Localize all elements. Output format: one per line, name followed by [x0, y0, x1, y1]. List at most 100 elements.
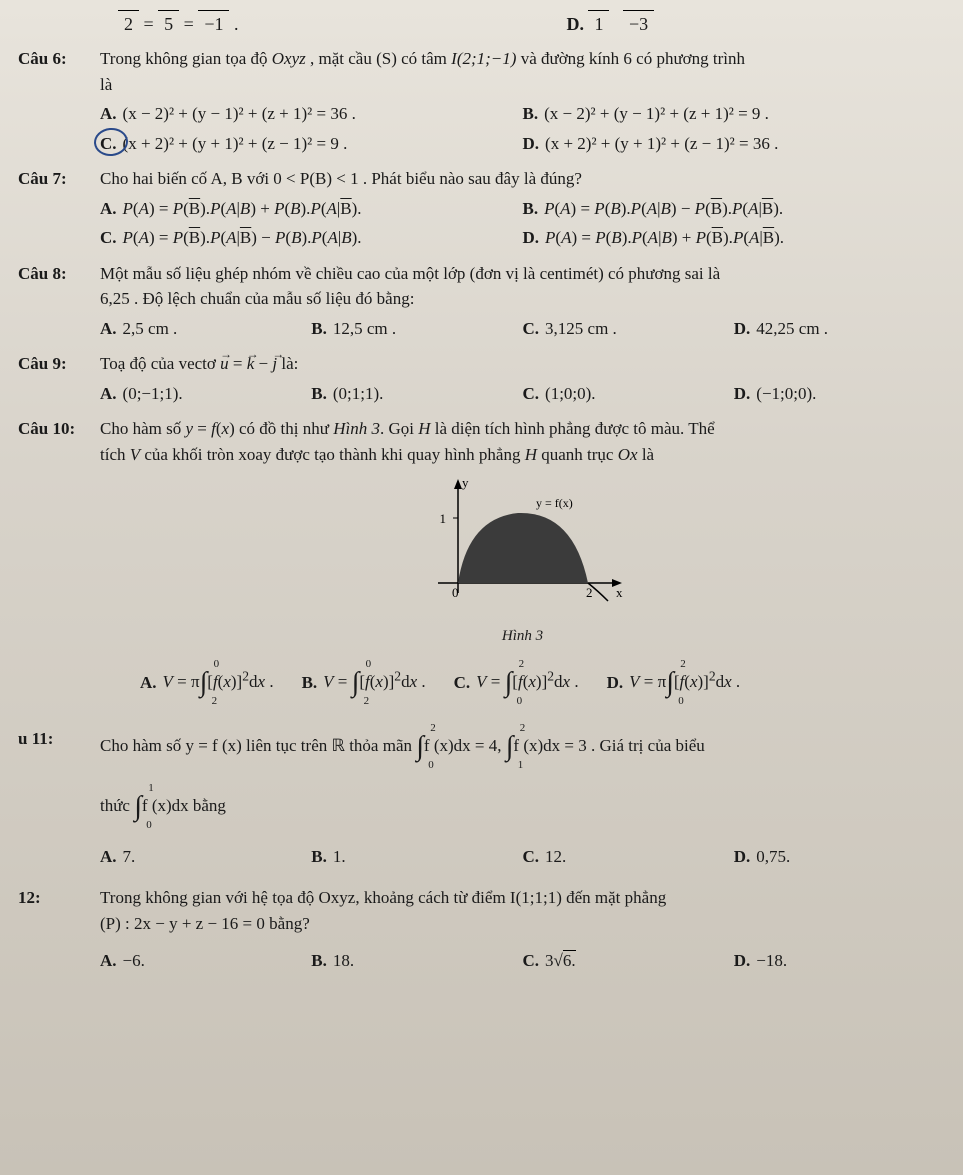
text: f (x)dx = 3: [513, 735, 586, 754]
question-number: u 11:: [18, 726, 100, 874]
option-a: A.−6.: [100, 948, 311, 974]
option-c: C.(1;0;0).: [523, 381, 734, 407]
option-b: B.12,5 cm .: [311, 316, 522, 342]
question-9: Câu 9: Toạ độ của vectơ →u = →k − →j là:…: [18, 351, 945, 410]
x-axis-label: x: [616, 585, 623, 600]
option-text: P(A) = P(B).P(A|B) + P(B).P(A|B).: [545, 225, 784, 251]
question-6: Câu 6: Trong không gian tọa độ Oxyz , mặ…: [18, 46, 945, 160]
question-body: Toạ độ của vectơ →u = →k − →j là: A.(0;−…: [100, 351, 945, 410]
option-d: D.42,25 cm .: [734, 316, 945, 342]
text-italic: H: [525, 445, 537, 464]
question-body: Một mẫu số liệu ghép nhóm về chiều cao c…: [100, 261, 945, 346]
frac-den: 2: [118, 10, 139, 38]
text: có đồ thị như: [235, 419, 333, 438]
text-italic: Oxyz: [272, 49, 306, 68]
option-label: B.: [523, 101, 539, 127]
question-number: Câu 9:: [18, 351, 100, 410]
option-text: V = ∫20[f(x)]2dx .: [476, 662, 578, 704]
options: A. P(A) = P(B).P(A|B) + P(B).P(A|B). B. …: [100, 196, 945, 255]
option-text: P(A) = P(B).P(A|B) + P(B).P(A|B).: [123, 196, 362, 222]
option-label: B.: [311, 381, 327, 407]
option-text: 3,125 cm .: [545, 316, 617, 342]
option-text: 12.: [545, 844, 566, 870]
option-label: B.: [302, 670, 318, 696]
y-axis-label: y: [462, 475, 469, 490]
int-lower: 0: [146, 817, 152, 834]
option-text: P(A) = P(B).P(A|B) − P(B).P(A|B).: [123, 225, 362, 251]
frac-den: −3: [623, 10, 654, 38]
int-upper: 2: [430, 720, 436, 737]
text-italic: I(2;1;−1): [451, 49, 516, 68]
option-label: C.: [523, 316, 540, 342]
option-label: A.: [100, 101, 117, 127]
int-upper: 1: [148, 780, 154, 797]
option-label: A.: [140, 670, 157, 696]
question-number: Câu 8:: [18, 261, 100, 346]
option-b: B. P(A) = P(B).P(A|B) − P(B).P(A|B).: [523, 196, 946, 222]
option-label: C.: [523, 948, 540, 974]
option-label: B.: [311, 844, 327, 870]
option-text: 42,25 cm .: [756, 316, 828, 342]
option-label: D.: [607, 670, 624, 696]
int-lower: 1: [518, 757, 524, 774]
option-label: B.: [311, 316, 327, 342]
ytick-1: 1: [439, 511, 446, 526]
option-d: D.−18.: [734, 948, 945, 974]
int-upper: 2: [520, 720, 526, 737]
option-label: C.: [454, 670, 471, 696]
option-b: B.1.: [311, 844, 522, 870]
option-label: C.: [523, 381, 540, 407]
question-number: Câu 7:: [18, 166, 100, 255]
frag-text: 2 = 5 = −1 .: [118, 10, 238, 38]
options: A.−6. B.18. C.3√6. D.−18.: [100, 948, 945, 978]
option-label: A.: [100, 316, 117, 342]
question-10: Câu 10: Cho hàm số y = f(x) có đồ thị nh…: [18, 416, 945, 708]
options: A.2,5 cm . B.12,5 cm . C.3,125 cm . D.42…: [100, 316, 945, 346]
text: là: [100, 75, 112, 94]
text: Cho hàm số y = f (x) liên tục trên ℝ thỏ…: [100, 735, 416, 754]
text: Cho hàm số: [100, 419, 185, 438]
option-text: (x + 2)² + (y + 1)² + (z − 1)² = 36 .: [545, 131, 778, 157]
text: tích: [100, 445, 130, 464]
option-label: A.: [100, 844, 117, 870]
option-text: 7.: [123, 844, 136, 870]
option-a: A.2,5 cm .: [100, 316, 311, 342]
text: (S): [376, 49, 397, 68]
integral-icon: ∫10: [134, 786, 142, 828]
option-c: C.12.: [523, 844, 734, 870]
figure-caption: Hình 3: [100, 625, 945, 648]
option-label: D.: [523, 131, 540, 157]
text: . Gọi: [380, 419, 418, 438]
option-label: D.: [734, 948, 751, 974]
option-text: 1.: [333, 844, 346, 870]
text: và đường kính 6 có phương trình: [516, 49, 745, 68]
option-label: B.: [523, 196, 539, 222]
text-italic: Ox: [618, 445, 638, 464]
integral-icon: ∫21: [506, 726, 514, 768]
text: Một mẫu số liệu ghép nhóm về chiều cao c…: [100, 264, 720, 283]
option-text: V = ∫02[f(x)]2dx .: [323, 662, 425, 704]
question-body: Cho hàm số y = f(x) có đồ thị như Hình 3…: [100, 416, 945, 708]
option-text: 3√6.: [545, 948, 576, 974]
option-label: A.: [100, 196, 117, 222]
option-label: D.: [734, 844, 751, 870]
text: (P) : 2x − y + z − 16 = 0 bằng?: [100, 914, 310, 933]
exam-page: 2 = 5 = −1 . D. 1 −3 Câu 6: Trong không …: [0, 0, 963, 1175]
option-text: (0;−1;1).: [123, 381, 183, 407]
question-body: Cho hàm số y = f (x) liên tục trên ℝ thỏ…: [100, 726, 945, 874]
option-a: A.(x − 2)² + (y − 1)² + (z + 1)² = 36 .: [100, 101, 523, 127]
option-d: D.0,75.: [734, 844, 945, 870]
int-lower: 0: [428, 757, 434, 774]
text: . Giá trị của biểu: [591, 735, 705, 754]
options: A. V = π∫02[f(x)]2dx . B. V = ∫02[f(x)]2…: [140, 662, 945, 708]
option-text: 12,5 cm .: [333, 316, 396, 342]
frac-den: 1: [588, 10, 609, 38]
option-c: C. P(A) = P(B).P(A|B) − P(B).P(A|B).: [100, 225, 523, 251]
options: A.(x − 2)² + (y − 1)² + (z + 1)² = 36 . …: [100, 101, 945, 160]
option-d: D. V = π∫20[f(x)]2dx .: [607, 662, 741, 704]
origin-label: 0: [452, 585, 459, 600]
option-text: (0;1;1).: [333, 381, 384, 407]
question-body: Cho hai biến cố A, B với 0 < P(B) < 1 . …: [100, 166, 945, 255]
option-label: A.: [100, 948, 117, 974]
text: là diện tích hình phẳng được tô màu. Thể: [431, 419, 715, 438]
